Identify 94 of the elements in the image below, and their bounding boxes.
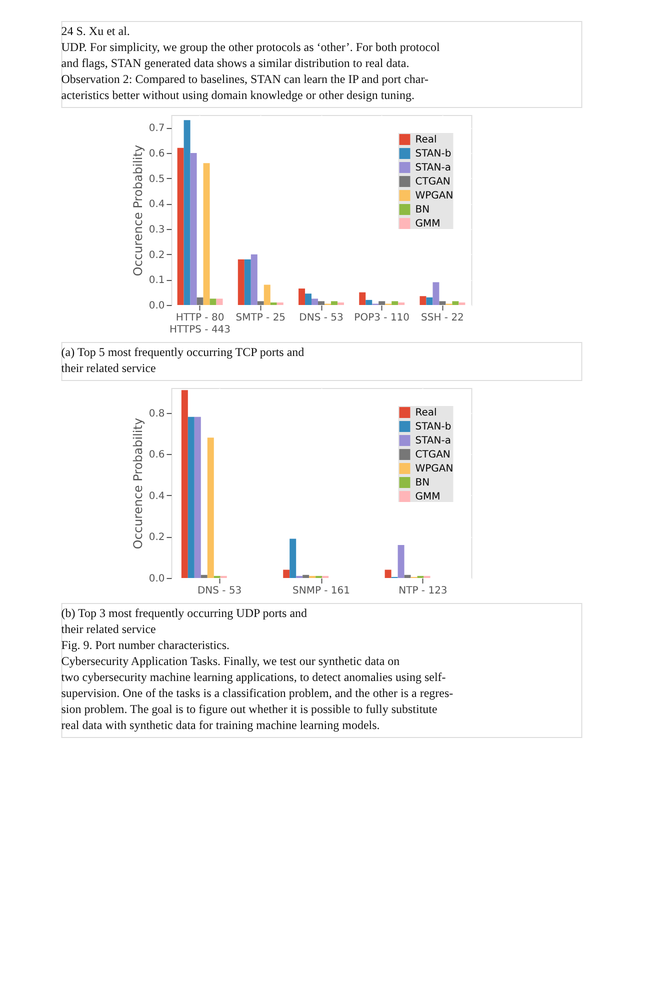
x-tick-label: SSH - 22 (421, 312, 464, 324)
bar (302, 574, 310, 578)
bar (244, 259, 251, 305)
bar (298, 288, 306, 305)
bar (238, 259, 244, 305)
y-tick-label: 0.2 (148, 250, 165, 261)
text: UDP. For simplicity, we group the other protocols as ‘other’. For both protocol (61, 40, 441, 54)
bar (366, 300, 372, 305)
y-axis-title: Occurence Probability (130, 418, 145, 550)
y-tick-label: 0.3 (148, 224, 165, 236)
text: (b) Top 3 most frequently occurring UDP ports and (61, 606, 308, 620)
bar (452, 301, 459, 305)
y-tick-label: 0.8 (148, 408, 165, 420)
bar (458, 302, 466, 305)
bar (210, 298, 216, 305)
text: (a) Top 5 most frequently occurring TCP ports and (61, 345, 304, 359)
bar (439, 301, 446, 305)
bar (257, 301, 264, 305)
text: supervision. One of the tasks is a classification problem, and the other is a regres- (61, 686, 454, 700)
text: real data with synthetic data for training machine learning models. (61, 718, 380, 732)
y-axis-title: Occurence Probability (130, 144, 145, 276)
bar (290, 538, 296, 578)
bar (398, 302, 405, 305)
legend-label: STAN-a (415, 436, 451, 446)
bar (200, 574, 208, 578)
bar (190, 153, 197, 305)
legend-label: STAN-a (415, 162, 451, 174)
bar (264, 284, 270, 305)
y-tick-label: 0.0 (148, 574, 165, 584)
legend-label: STAN-b (415, 148, 452, 160)
bar (330, 301, 338, 305)
y-tick-label: 0.7 (148, 123, 165, 134)
bar (188, 416, 194, 578)
x-tick-label: SMTP - 25 (236, 312, 286, 324)
x-tick-label: DNS - 53 (299, 312, 344, 324)
bar (276, 302, 284, 305)
text: Observation 2: Compared to baselines, STAN can learn the IP and port char- (61, 72, 428, 86)
bar (283, 570, 290, 578)
legend-label: BN (415, 204, 430, 216)
bar (270, 302, 277, 305)
bar (420, 296, 426, 305)
legend-label: Real (415, 408, 437, 418)
legend-label: BN (415, 478, 430, 488)
text: and flags, STAN generated data shows a similar distribution to real data. (61, 56, 410, 70)
legend-label: Real (415, 134, 437, 146)
legend-label: WPGAN (415, 464, 454, 474)
x-tick-label: SNMP - 161 (292, 586, 350, 596)
text: their related service (61, 361, 156, 375)
x-tick-label: HTTP - 80 HTTPS - 443 (170, 312, 231, 336)
legend-label: CTGAN (415, 176, 450, 188)
y-tick-label: 0.6 (148, 450, 165, 461)
text: sion problem. The goal is to figure out whether it is possible to fully substitute (61, 702, 438, 716)
y-tick-label: 0.0 (148, 300, 165, 312)
bar (392, 301, 398, 305)
bar (177, 148, 184, 305)
bar (426, 297, 433, 305)
bar (384, 570, 392, 578)
text: two cybersecurity machine learning applications, to detect anomalies using self- (61, 670, 446, 684)
bar (378, 301, 386, 305)
y-tick-label: 0.2 (148, 532, 165, 544)
text: Cybersecurity Application Tasks. Finally, we test our synthetic data on (61, 654, 400, 668)
bar (250, 254, 258, 305)
legend-label: WPGAN (415, 190, 454, 202)
legend-label: GMM (415, 218, 440, 230)
bar (312, 298, 318, 305)
bar (194, 416, 201, 578)
bar (404, 574, 411, 578)
x-tick-label: POP3 - 110 (354, 312, 410, 324)
x-tick-label: NTP - 123 (398, 586, 448, 596)
bar (207, 438, 214, 578)
bar (184, 120, 190, 305)
y-tick-label: 0.4 (148, 490, 165, 502)
caption: Fig. 9. Port number characteristics. (61, 638, 230, 652)
bar (432, 282, 440, 305)
bar (305, 294, 312, 305)
text: their related service (61, 622, 156, 636)
bar (196, 297, 204, 305)
y-tick-label: 0.5 (148, 174, 165, 185)
text: acteristics better without using domain knowledge or other design tuning. (61, 88, 415, 102)
y-tick-label: 0.6 (148, 148, 165, 160)
bar (337, 302, 344, 305)
legend-label: GMM (415, 492, 440, 502)
y-tick-label: 0.1 (148, 275, 165, 286)
legend-label: STAN-b (415, 422, 452, 432)
y-tick-label: 0.4 (148, 199, 165, 210)
bar (203, 163, 210, 305)
x-tick-label: DNS - 53 (197, 586, 242, 596)
bar (398, 544, 404, 578)
bar (181, 390, 188, 578)
text: 24 S. Xu et al. (61, 24, 130, 38)
bar (216, 298, 223, 305)
bar (318, 301, 324, 305)
legend-label: CTGAN (415, 450, 450, 460)
bar (359, 292, 366, 305)
